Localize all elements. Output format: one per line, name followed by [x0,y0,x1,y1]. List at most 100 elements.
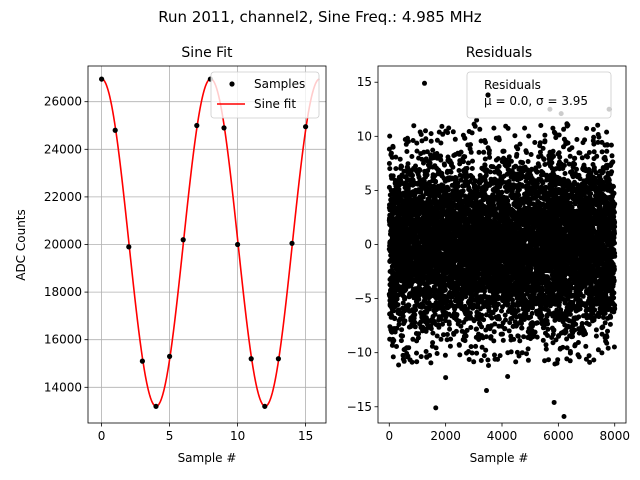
residual-point [488,334,494,340]
residual-point [481,353,487,359]
residual-point [456,168,462,173]
sample-point [303,124,309,130]
residuals-xtick-label: 6000 [543,429,574,443]
residuals-xtick-label: 2000 [430,429,461,443]
residual-point [412,312,418,318]
residual-point [400,313,406,319]
residual-point [427,160,433,166]
residual-point [495,156,501,162]
residual-point [454,312,460,318]
residual-point [519,350,525,356]
residual-point [452,136,458,142]
residual-point [472,123,478,129]
residual-point [395,292,401,298]
residuals-ytick-label: 10 [357,129,372,143]
residual-point [470,158,475,164]
figure-suptitle: Run 2011, channel2, Sine Freq.: 4.985 MH… [158,8,482,26]
residual-point [483,172,489,178]
residuals-xlabel: Sample # [470,451,529,465]
residual-point [414,140,420,146]
residual-point [430,340,436,346]
residual-point [513,359,519,365]
sample-point [167,353,173,359]
residual-point [415,335,421,341]
residuals-ytick-label: −10 [347,346,372,360]
sine-fit-title: Sine Fit [181,45,233,61]
residual-points [386,80,618,420]
residual-point [487,169,493,175]
residual-point [439,123,445,129]
residual-point [511,336,517,342]
residual-point [418,132,424,137]
residual-point [456,342,462,348]
residual-point [520,160,526,166]
residual-point [434,333,440,339]
legend-sine-fit-label: Sine fit [254,97,296,111]
residual-point [393,154,399,160]
sample-point [275,356,281,362]
residual-point [448,336,454,342]
sample-point [126,244,132,250]
residual-point [397,156,403,162]
sine-fit-legend-box [210,71,320,119]
residual-point [500,331,505,337]
residual-point [389,154,395,160]
residual-point [414,148,420,154]
residual-point [399,327,405,333]
residual-point [458,149,464,155]
residual-point [487,154,493,160]
residual-point [409,154,415,159]
residual-point [508,349,514,355]
residual-point [506,328,512,334]
residual-point [517,141,523,147]
residual-point [424,172,430,178]
sine-fit-ytick-label: 14000 [44,380,82,394]
residual-point [418,189,424,195]
sample-point [180,237,186,243]
residual-point [468,149,474,155]
residual-point [469,130,475,136]
residual-point [424,149,430,155]
sine-fit-axes: Sine Fit Sample # ADC Counts 0 5 10 1514000… [14,45,327,465]
residual-point [400,333,406,339]
sine-fit-xlabel: Sample # [178,451,237,465]
residual-point [524,150,529,155]
residual-point [441,332,446,338]
residual-point [447,326,453,332]
sine-fit-ytick-label: 18000 [44,285,82,299]
residual-point [445,186,451,192]
residual-point [474,326,479,332]
residuals-ytick-label: −15 [347,400,372,414]
residual-point [406,302,412,308]
residual-point [446,125,452,131]
sample-point [248,356,254,362]
residual-point [438,157,444,163]
residual-point [482,162,488,168]
residual-point [447,343,453,349]
residual-point [515,333,521,339]
residual-point [491,329,497,335]
residual-point [428,138,434,144]
residual-point [406,345,412,351]
residual-point [418,354,424,360]
residual-point [412,319,418,325]
residual-point [455,183,461,189]
residual-point [463,333,469,339]
residual-point [522,125,528,131]
residual-point [473,343,479,349]
residual-point [512,133,518,139]
residual-point [388,150,394,156]
residual-point [404,149,410,154]
residual-point [466,357,472,362]
residual-point [458,177,464,183]
residual-point [482,156,488,162]
residual-point [444,332,450,337]
residual-point [400,300,406,306]
residual-point [491,338,497,344]
residual-point [393,166,399,172]
residual-point [399,164,405,169]
residual-point [462,154,468,160]
residual-point [501,148,507,154]
residual-point [483,140,488,145]
